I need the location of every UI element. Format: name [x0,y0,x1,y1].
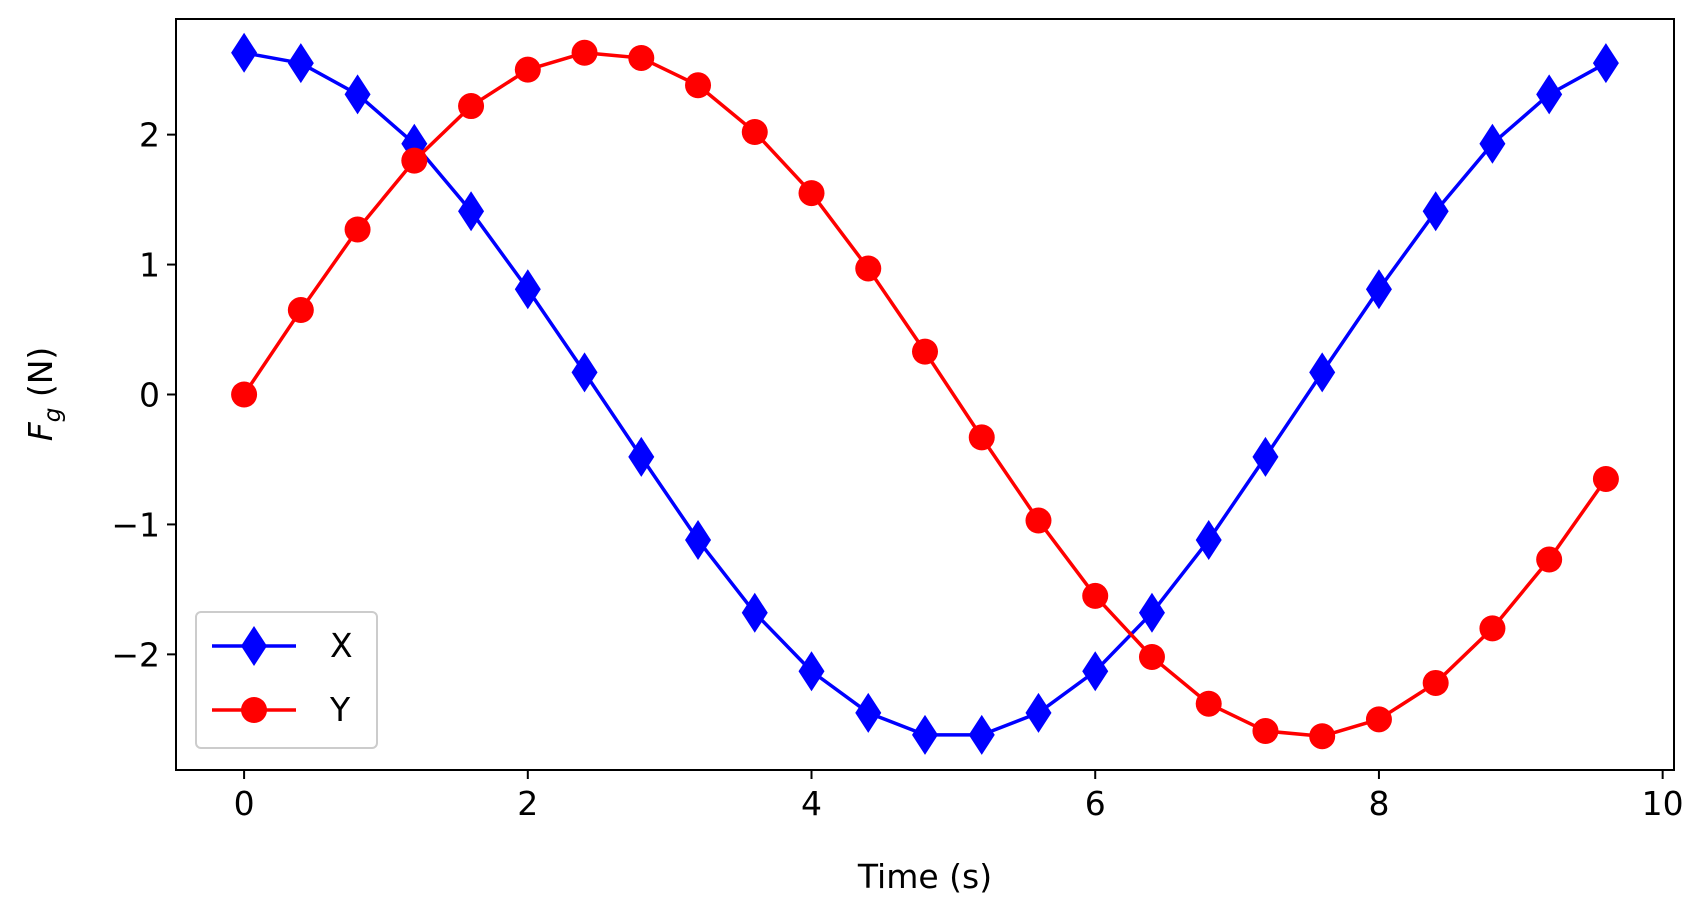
x-tick-label: 6 [1085,784,1106,823]
data-point-x [685,520,712,561]
data-point-y [1025,507,1052,534]
data-point-y [1138,643,1165,670]
data-point-y [1082,582,1109,609]
y-tick-label: −2 [111,635,160,674]
x-axis-ticks: 0 2 4 6 8 10 [234,770,1684,823]
legend: X Y [195,611,378,749]
data-point-y [798,180,825,207]
data-point-y [571,39,598,66]
legend-marker-x [241,626,267,666]
data-point-y [514,56,541,83]
data-point-y [1365,706,1392,733]
data-point-y [401,147,428,174]
data-point-y [344,216,371,243]
x-tick-label: 2 [517,784,538,823]
series-x [231,32,1619,755]
y-axis-label-unit: (N) [21,347,60,408]
data-point-y [1536,546,1563,573]
data-point-y [628,44,655,71]
data-point-y [855,255,882,282]
y-axis-label-main: F [21,421,60,441]
x-axis-label: Time (s) [857,857,992,896]
data-point-x [1138,592,1165,633]
data-point-y [287,297,314,324]
y-tick-label: −1 [111,505,160,544]
y-tick-label: 0 [139,376,160,415]
data-point-x [287,43,314,84]
data-point-x [1309,352,1336,393]
data-point-x [1082,651,1109,692]
data-point-y [458,93,485,120]
x-tick-label: 4 [801,784,822,823]
data-point-x [628,436,655,477]
data-point-x [344,74,371,115]
data-point-y [1422,669,1449,696]
data-point-x [1479,123,1506,164]
data-point-x [1365,269,1392,310]
y-axis-label: Fg (N) [21,347,66,442]
data-point-x [855,692,882,733]
data-point-x [1536,74,1563,115]
legend-marker-y [241,697,267,723]
legend-label-x: X [330,626,353,665]
data-point-y [1309,723,1336,750]
data-point-x [968,714,995,755]
data-point-y [1195,690,1222,717]
data-point-x [912,714,938,755]
data-point-y [1592,465,1619,492]
y-tick-label: 2 [139,116,160,155]
data-point-y [912,338,938,365]
y-axis-ticks: −2 −1 0 1 2 [111,116,176,674]
data-point-x [1252,436,1279,477]
data-point-y [1479,615,1506,642]
x-tick-label: 0 [234,784,255,823]
x-tick-label: 8 [1368,784,1389,823]
data-point-x [1025,692,1052,733]
legend-entry-y: Y [212,690,351,729]
data-point-x [1195,520,1222,561]
data-point-x [798,651,825,692]
data-point-x [514,269,541,310]
series-layer [231,32,1619,755]
legend-entry-x: X [212,626,353,666]
data-point-x [571,352,598,393]
data-point-y [685,72,712,99]
data-point-x [1422,191,1449,232]
series-y [231,39,1619,750]
data-point-x [458,191,485,232]
data-point-y [968,424,995,451]
data-point-y [741,119,768,146]
x-tick-label: 10 [1642,784,1684,823]
data-point-y [1252,718,1279,745]
data-point-x [1592,43,1619,84]
y-tick-label: 1 [139,246,160,285]
legend-label-y: Y [329,690,351,729]
data-point-x [741,592,768,633]
data-point-x [231,32,258,73]
y-axis-label-subscript: g [40,408,66,423]
data-point-y [231,381,258,408]
